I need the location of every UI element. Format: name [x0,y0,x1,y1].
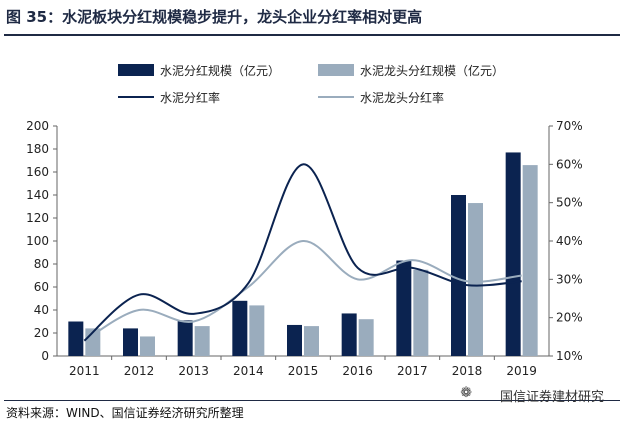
bar-leader-dividend [194,326,210,356]
left-tick-label: 160 [26,165,49,179]
x-tick-label: 2013 [178,364,209,378]
bar-cement-dividend [287,324,302,356]
right-tick-label: 30% [556,272,583,286]
left-tick-label: 120 [26,211,49,225]
bar-leader-dividend [249,305,265,356]
x-tick-label: 2018 [452,364,483,378]
left-tick-label: 140 [26,188,49,202]
line-leader-payout-ratio [83,239,522,342]
bar-leader-dividend [522,165,538,356]
left-tick-label: 40 [34,303,49,317]
bar-cement-dividend [505,152,521,356]
x-tick-label: 2017 [397,364,428,378]
source-note: 资料来源：WIND、国信证券经济研究所整理 [6,406,244,420]
left-tick-label: 20 [34,326,49,340]
x-tick-label: 2014 [233,364,264,378]
right-tick-label: 20% [556,311,583,325]
x-tick-label: 2011 [69,364,100,378]
x-tick-label: 2015 [288,364,319,378]
bar-cement-dividend [396,260,412,356]
bar-cement-dividend [341,313,357,356]
legend-label: 水泥分红率 [160,90,220,105]
bar-leader-dividend [413,269,429,356]
chart-title: 图 35：水泥板块分红规模稳步提升，龙头企业分红率相对更高 [6,8,423,26]
line-cement-payout-ratio [83,163,522,342]
right-tick-label: 50% [556,196,583,210]
axes [53,125,553,360]
right-tick-label: 70% [556,119,583,133]
bar-cement-dividend [451,195,466,356]
bar-leader-dividend [468,203,483,356]
legend-swatch-bar [318,64,354,76]
left-tick-label: 180 [26,142,49,156]
left-tick-label: 60 [34,280,49,294]
legend: 水泥分红规模（亿元） 水泥龙头分红规模（亿元） 水泥分红率 水泥龙头分红率 [118,63,504,105]
axis-labels: 0 20 40 60 80 100 120 140 160 180 200 10% 20% 30% 40% 5… [26,119,583,378]
watermark: 国信证券建材研究 [499,390,604,405]
bar-leader-dividend [358,319,374,356]
bar-series [68,152,538,356]
legend-label: 水泥龙头分红率 [360,90,444,105]
bar-cement-dividend [68,321,84,356]
legend-label: 水泥龙头分红规模（亿元） [360,63,504,78]
right-tick-label: 10% [556,349,583,363]
bar-cement-dividend [123,328,138,356]
x-tick-label: 2019 [506,364,537,378]
combo-chart: 水泥分红规模（亿元） 水泥龙头分红规模（亿元） 水泥分红率 水泥龙头分红率 0 20 40… [26,63,583,378]
left-tick-label: 200 [26,119,49,133]
left-tick-label: 0 [41,349,49,363]
title-rule [4,34,620,36]
bar-cement-dividend [177,320,193,356]
bar-cement-dividend [232,300,248,356]
right-tick-label: 40% [556,234,583,248]
right-tick-label: 60% [556,157,583,171]
line-series [83,163,522,342]
footer-rule [4,400,620,401]
legend-label: 水泥分红规模（亿元） [160,63,280,78]
bar-leader-dividend [140,336,155,356]
x-tick-label: 2016 [342,364,373,378]
left-tick-label: 80 [34,257,49,271]
left-tick-label: 100 [26,234,49,248]
bar-leader-dividend [304,326,319,356]
legend-swatch-bar [118,64,154,76]
wechat-icon: ❁ [460,385,472,401]
x-tick-label: 2012 [124,364,155,378]
